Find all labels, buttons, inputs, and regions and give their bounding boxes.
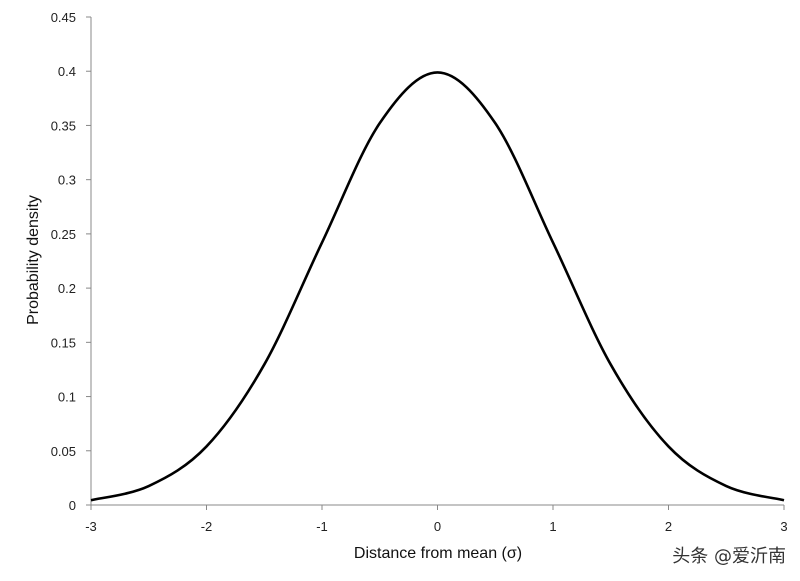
series-group — [90, 71, 785, 502]
y-tick-label: 0.4 — [58, 64, 76, 79]
y-tick-label: 0.35 — [51, 118, 76, 133]
series-line — [90, 71, 785, 502]
y-axis-ticks: 0 0.05 0.1 0.15 0.2 0.25 0.3 0.35 0.4 0.45 — [51, 10, 91, 513]
x-tick-label: 2 — [665, 519, 672, 534]
y-tick-label: 0.45 — [51, 10, 76, 25]
x-axis-ticks: -3 -2 -1 0 1 2 3 — [85, 505, 788, 534]
x-axis-title: Distance from mean (σ) — [354, 545, 522, 562]
x-tick-label: 0 — [434, 519, 441, 534]
x-tick-label: 1 — [549, 519, 556, 534]
y-tick-label: 0.3 — [58, 173, 76, 188]
x-tick-label: -2 — [201, 519, 213, 534]
y-tick-label: 0.1 — [58, 390, 76, 405]
watermark: 头条 @爱沂南 — [672, 546, 786, 567]
x-tick-label: -1 — [316, 519, 328, 534]
y-axis-title: Probability density — [25, 195, 42, 325]
y-tick-label: 0.05 — [51, 444, 76, 459]
x-tick-label: -3 — [85, 519, 97, 534]
y-tick-label: 0.15 — [51, 335, 76, 350]
x-tick-label: 3 — [780, 519, 787, 534]
y-tick-label: 0.2 — [58, 281, 76, 296]
y-tick-label: 0 — [69, 498, 76, 513]
y-tick-label: 0.25 — [51, 227, 76, 242]
